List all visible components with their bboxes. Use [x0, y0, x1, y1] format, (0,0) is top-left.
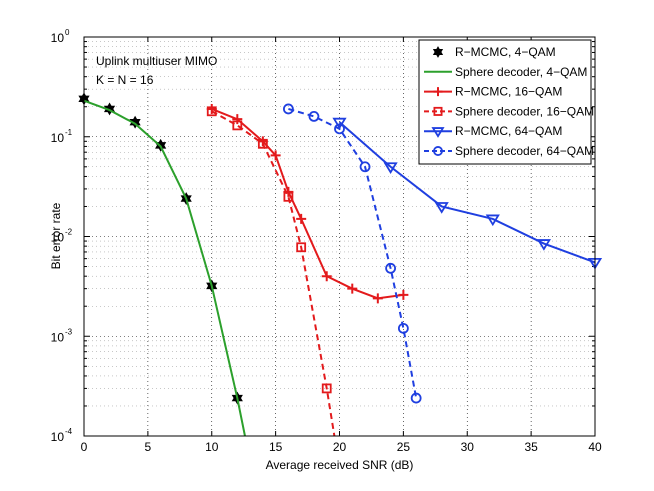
legend-entry: Sphere decoder, 16−QAM	[424, 104, 594, 118]
y-tick-exponent: -4	[65, 427, 73, 436]
y-tick-label: 10	[51, 131, 65, 145]
x-tick-label: 20	[333, 440, 347, 454]
legend-entry: R−MCMC, 16−QAM	[424, 85, 562, 99]
y-tick-exponent: -1	[65, 128, 73, 137]
data-point-triangle	[383, 162, 398, 175]
data-point-triangle	[332, 117, 347, 130]
x-tick-label: 35	[524, 440, 538, 454]
data-point-plus	[347, 283, 358, 294]
legend-label: Sphere decoder, 64−QAM	[455, 144, 594, 158]
data-point-square	[296, 242, 307, 253]
x-axis-label: Average received SNR (dB)	[266, 458, 414, 472]
y-tick-label: 10	[51, 330, 65, 344]
data-point-square	[283, 191, 294, 202]
legend-entry: Sphere decoder, 64−QAM	[424, 144, 594, 158]
series-line	[288, 107, 418, 399]
legend-entry: Sphere decoder, 4−QAM	[424, 65, 587, 79]
x-tick-label: 25	[397, 440, 411, 454]
data-point-circle	[334, 123, 345, 135]
data-point-circle	[282, 103, 294, 115]
y-tick-label: 10	[51, 430, 65, 444]
x-tick-label: 15	[269, 440, 283, 454]
data-point-square	[232, 120, 243, 131]
data-point-triangle	[536, 239, 552, 251]
annotation-1: Uplink multiuser MIMO	[96, 54, 217, 68]
data-point-triangle	[434, 202, 449, 214]
x-tick-label: 10	[205, 440, 219, 454]
star-triangle	[432, 49, 444, 58]
data-point-plus	[433, 87, 443, 97]
data-point-circle	[433, 146, 443, 156]
data-point-plus	[296, 213, 307, 224]
data-point-plus	[372, 293, 383, 304]
series-6	[282, 103, 422, 404]
legend-label: R−MCMC, 64−QAM	[455, 124, 562, 138]
data-point-star	[432, 46, 444, 58]
plot-frame	[83, 36, 596, 437]
legend-label: R−MCMC, 4−QAM	[455, 45, 556, 59]
x-tick-label: 0	[81, 440, 88, 454]
x-tick-label: 5	[145, 440, 152, 454]
series-4	[206, 106, 336, 437]
data-point-plus	[232, 114, 243, 125]
annotation-2: K = N = 16	[96, 73, 154, 87]
series-line	[211, 108, 404, 300]
data-point-plus	[321, 271, 332, 282]
series-line	[211, 110, 336, 437]
data-point-triangle	[431, 127, 445, 138]
legend-label: Sphere decoder, 4−QAM	[455, 65, 587, 79]
y-tick-exponent: -2	[65, 228, 73, 237]
y-tick-exponent: -3	[65, 327, 73, 336]
series-line	[83, 99, 246, 437]
data-point-square	[257, 138, 268, 149]
legend-label: Sphere decoder, 16−QAM	[455, 104, 594, 118]
x-tick-label: 40	[588, 440, 602, 454]
data-point-circle	[397, 322, 409, 334]
data-point-circle	[359, 161, 371, 173]
legend-label: R−MCMC, 16−QAM	[455, 85, 562, 99]
data-point-circle	[385, 262, 397, 274]
y-tick-exponent: 0	[65, 28, 70, 37]
data-point-circle	[308, 110, 320, 122]
y-tick-label: 10	[51, 31, 65, 45]
legend-entry: R−MCMC, 64−QAM	[424, 124, 562, 138]
x-tick-label: 30	[461, 440, 475, 454]
data-point-circle	[410, 392, 422, 404]
data-point-plus	[398, 289, 409, 300]
data-point-square	[433, 106, 443, 116]
data-point-square	[321, 383, 332, 394]
grid	[84, 37, 595, 436]
legend: R−MCMC, 4−QAM Sphere decoder, 4−QAM R−MCMC…	[418, 39, 594, 165]
series-line	[338, 121, 596, 264]
y-axis-label: Bit error rate	[49, 202, 63, 269]
data-point-triangle	[485, 214, 500, 227]
data-point-plus	[270, 150, 281, 161]
series-2	[83, 99, 246, 437]
y-tick-label: 10	[51, 231, 65, 245]
legend-entry: R−MCMC, 4−QAM	[432, 45, 556, 59]
data-point-square	[206, 106, 217, 117]
legend-box	[418, 39, 592, 165]
